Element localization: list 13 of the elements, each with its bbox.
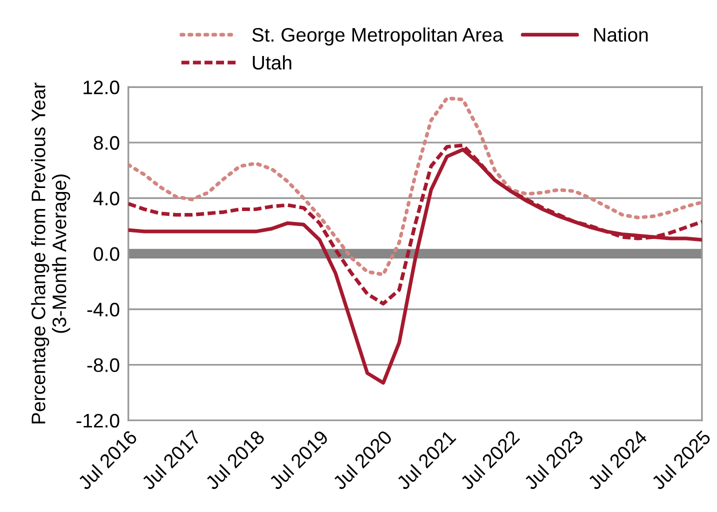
line-series (128, 96, 702, 276)
legend-label: Nation (594, 27, 648, 42)
y-axis-title: Percentage Change from Previous Year (3-Month Average) (31, 82, 70, 424)
y-tick-label: 0.0 (94, 247, 120, 261)
line-series (128, 148, 702, 385)
legend-label: St. George Metropolitan Area (252, 27, 504, 46)
y-tick-label: 12.0 (84, 80, 120, 94)
legend-label: Utah (252, 55, 292, 70)
y-tick-label: 8.0 (94, 136, 120, 150)
y-tick-label: -8.0 (87, 358, 120, 372)
y-tick-label: -4.0 (87, 302, 120, 316)
y-tick-label: -12.0 (76, 414, 120, 428)
y-tick-label: 4.0 (93, 192, 120, 206)
